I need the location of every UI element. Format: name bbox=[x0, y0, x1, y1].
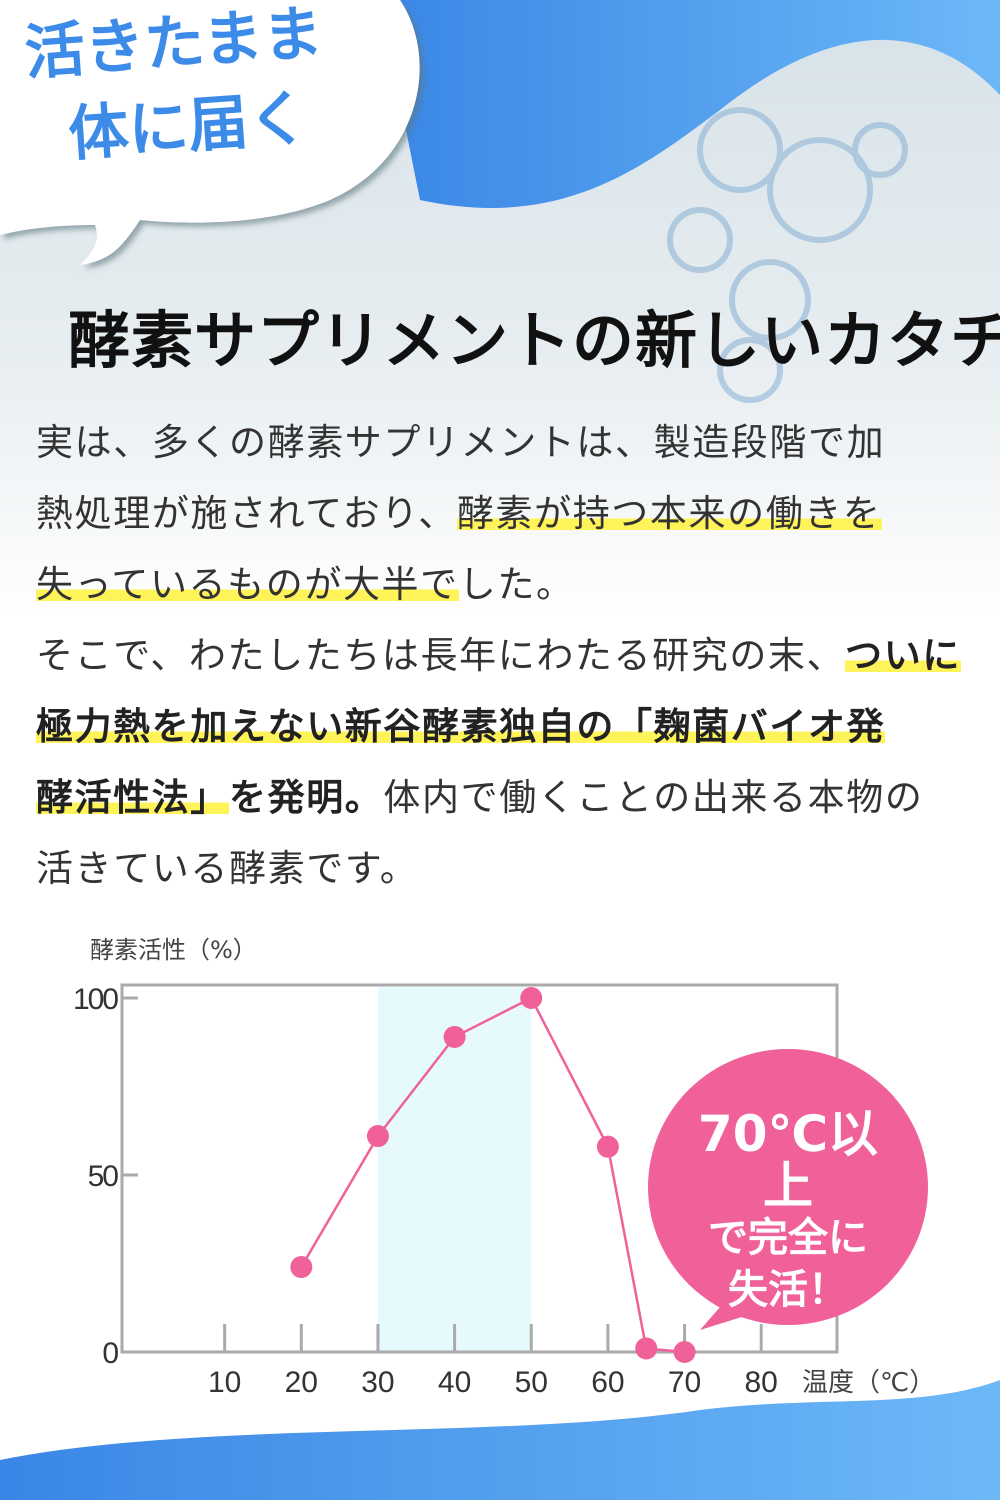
x-tick-label: 30 bbox=[361, 1366, 394, 1399]
callout-text: 70℃以上 で完全に 失活！ bbox=[678, 1108, 898, 1316]
data-point bbox=[635, 1337, 658, 1360]
y-tick-label: 50 bbox=[88, 1160, 119, 1193]
highlighted-text: 失っているものが大半で bbox=[36, 563, 459, 606]
x-tick-label: 70 bbox=[668, 1366, 701, 1399]
x-tick-label: 50 bbox=[515, 1366, 548, 1399]
data-point bbox=[443, 1025, 466, 1048]
body-line: そこで、わたしたちは長年にわたる研究の末、ついに bbox=[36, 625, 986, 696]
body-line: 実は、多くの酵素サプリメントは、製造段階で加 bbox=[36, 412, 986, 483]
body-text: 実は、多くの酵素サプリメントは、製造段階で加 熱処理が施されており、酵素が持つ本来… bbox=[36, 412, 986, 909]
text-segment: 熱処理が施されており、 bbox=[36, 492, 457, 535]
speech-bubble bbox=[0, 0, 420, 265]
y-axis-label: 酵素活性（%） bbox=[90, 936, 257, 964]
highlighted-text: 酵素が持つ本来の働きを bbox=[456, 492, 882, 535]
text-segment: した。 bbox=[458, 563, 575, 606]
data-point bbox=[290, 1256, 313, 1279]
x-tick-label: 60 bbox=[591, 1366, 624, 1399]
highlighted-text: 極力熱を加えない新谷酵素独自の「麹菌バイオ発 bbox=[36, 705, 886, 748]
callout-line: で完全に bbox=[708, 1215, 868, 1261]
body-line: 酵活性法」を発明。体内で働くことの出来る本物の bbox=[36, 767, 986, 838]
callout-line: 70℃以上 bbox=[697, 1105, 879, 1215]
x-tick-label: 40 bbox=[438, 1366, 471, 1399]
text-segment: そこで、わたしたちは長年にわたる研究の末、 bbox=[36, 634, 846, 677]
body-line: 熱処理が施されており、酵素が持つ本来の働きを bbox=[36, 483, 986, 554]
x-axis-label: 温度（℃） bbox=[802, 1368, 936, 1398]
highlighted-text: 酵活性法」 bbox=[36, 776, 229, 819]
body-line: 失っているものが大半でした。 bbox=[36, 554, 986, 625]
callout-pointer bbox=[700, 1290, 780, 1330]
data-point bbox=[673, 1341, 696, 1363]
headline: 酵素サプリメントの新しいカタチ bbox=[68, 304, 1000, 377]
x-tick-label: 10 bbox=[208, 1366, 241, 1399]
data-point bbox=[596, 1135, 619, 1158]
x-tick-label: 20 bbox=[285, 1366, 318, 1399]
data-point bbox=[520, 987, 543, 1009]
data-point bbox=[366, 1125, 389, 1148]
highlighted-text: ついに bbox=[845, 634, 961, 677]
body-line: 極力熱を加えない新谷酵素独自の「麹菌バイオ発 bbox=[36, 696, 986, 767]
text-segment: を発明。 bbox=[229, 776, 384, 819]
callout-bubble bbox=[648, 1049, 928, 1325]
y-tick-label: 0 bbox=[102, 1337, 118, 1370]
text-segment: 実は、多くの酵素サプリメントは、製造段階で加 bbox=[36, 421, 886, 464]
y-tick-label: 100 bbox=[73, 983, 118, 1016]
x-tick-label: 80 bbox=[745, 1366, 778, 1399]
callout-line: 失活！ bbox=[728, 1267, 848, 1313]
text-segment: 活きている酵素です。 bbox=[36, 847, 419, 890]
body-line: 活きている酵素です。 bbox=[36, 838, 986, 909]
text-segment: 体内で働くことの出来る本物の bbox=[383, 776, 924, 819]
